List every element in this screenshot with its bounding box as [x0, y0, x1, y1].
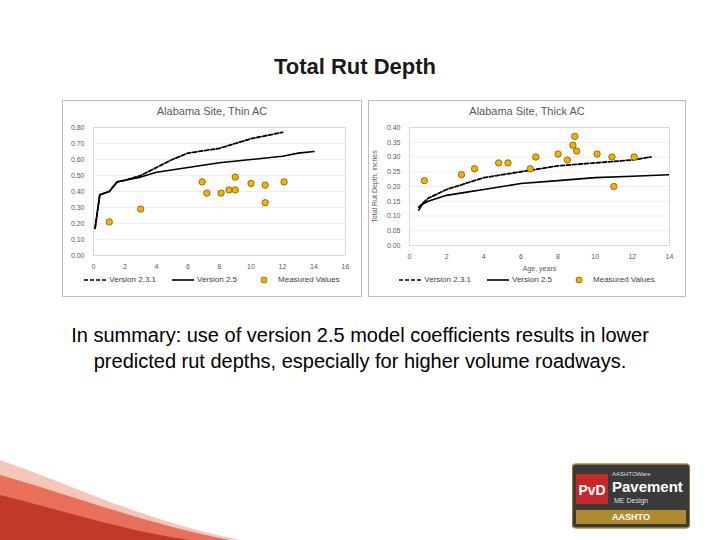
svg-text:0.60: 0.60: [71, 156, 85, 163]
svg-text:12: 12: [628, 253, 636, 260]
svg-text:14: 14: [310, 263, 318, 270]
svg-text:2: 2: [445, 253, 449, 260]
svg-text:0.10: 0.10: [71, 236, 85, 243]
html-text:Version 2.3.1: Version 2.3.1: [424, 275, 471, 285]
html-text:Measured Values: Measured Values: [593, 275, 655, 285]
svg-text:0.40: 0.40: [387, 124, 401, 131]
svg-text:0.20: 0.20: [387, 183, 401, 190]
html-text:Alabama Site, Thin AC: Alabama Site, Thin AC: [156, 105, 268, 117]
svg-text:0: 0: [408, 253, 412, 260]
html-text:Measured Values: Measured Values: [278, 275, 340, 285]
svg-text:0.15: 0.15: [387, 197, 401, 204]
html-text:Version 2.3.1: Version 2.3.1: [109, 275, 156, 285]
svg-text:10: 10: [247, 263, 255, 270]
svg-text:0.50: 0.50: [71, 172, 85, 179]
svg-text:Pavement: Pavement: [612, 478, 683, 495]
html-text:Alabama Site, Thick AC: Alabama Site, Thick AC: [469, 105, 585, 117]
svg-text:0: 0: [92, 263, 96, 270]
svg-text:0.30: 0.30: [387, 153, 401, 160]
svg-text:6: 6: [519, 253, 523, 260]
svg-text:6: 6: [186, 263, 190, 270]
svg-text:PvD: PvD: [578, 482, 605, 498]
svg-text:8: 8: [218, 263, 222, 270]
svg-text:10: 10: [591, 253, 599, 260]
svg-text:0.25: 0.25: [387, 168, 401, 175]
svg-text:AASHTOWare: AASHTOWare: [612, 471, 651, 477]
svg-text:Total Rut Depth, inches: Total Rut Depth, inches: [371, 150, 379, 223]
svg-text:Age, years: Age, years: [523, 265, 557, 273]
svg-text:ME Design: ME Design: [614, 497, 648, 505]
svg-text:0.40: 0.40: [71, 188, 85, 195]
svg-text:0.10: 0.10: [387, 212, 401, 219]
svg-text:16: 16: [342, 263, 350, 270]
html-text:Total Rut Depth: Total Rut Depth: [273, 54, 437, 79]
svg-text:2: 2: [123, 263, 127, 270]
svg-text:0.00: 0.00: [387, 242, 401, 249]
svg-text:0.35: 0.35: [387, 138, 401, 145]
svg-text:12: 12: [279, 263, 287, 270]
svg-text:0.80: 0.80: [71, 124, 85, 131]
html-text:Version 2.5: Version 2.5: [512, 275, 552, 285]
svg-text:4: 4: [482, 253, 486, 260]
svg-text:8: 8: [556, 253, 560, 260]
html-text:Version 2.5: Version 2.5: [197, 275, 237, 285]
svg-text:0.70: 0.70: [71, 140, 85, 147]
svg-text:0.05: 0.05: [387, 227, 401, 234]
svg-text:AASHTO: AASHTO: [612, 512, 650, 522]
svg-text:0.20: 0.20: [71, 220, 85, 227]
svg-text:14: 14: [666, 253, 674, 260]
svg-text:0.30: 0.30: [71, 204, 85, 211]
svg-text:0.00: 0.00: [71, 252, 85, 259]
svg-text:4: 4: [155, 263, 159, 270]
html-text:In summary: use of version 2.5: In summary: use of version 2.5 model coe…: [71, 324, 649, 372]
